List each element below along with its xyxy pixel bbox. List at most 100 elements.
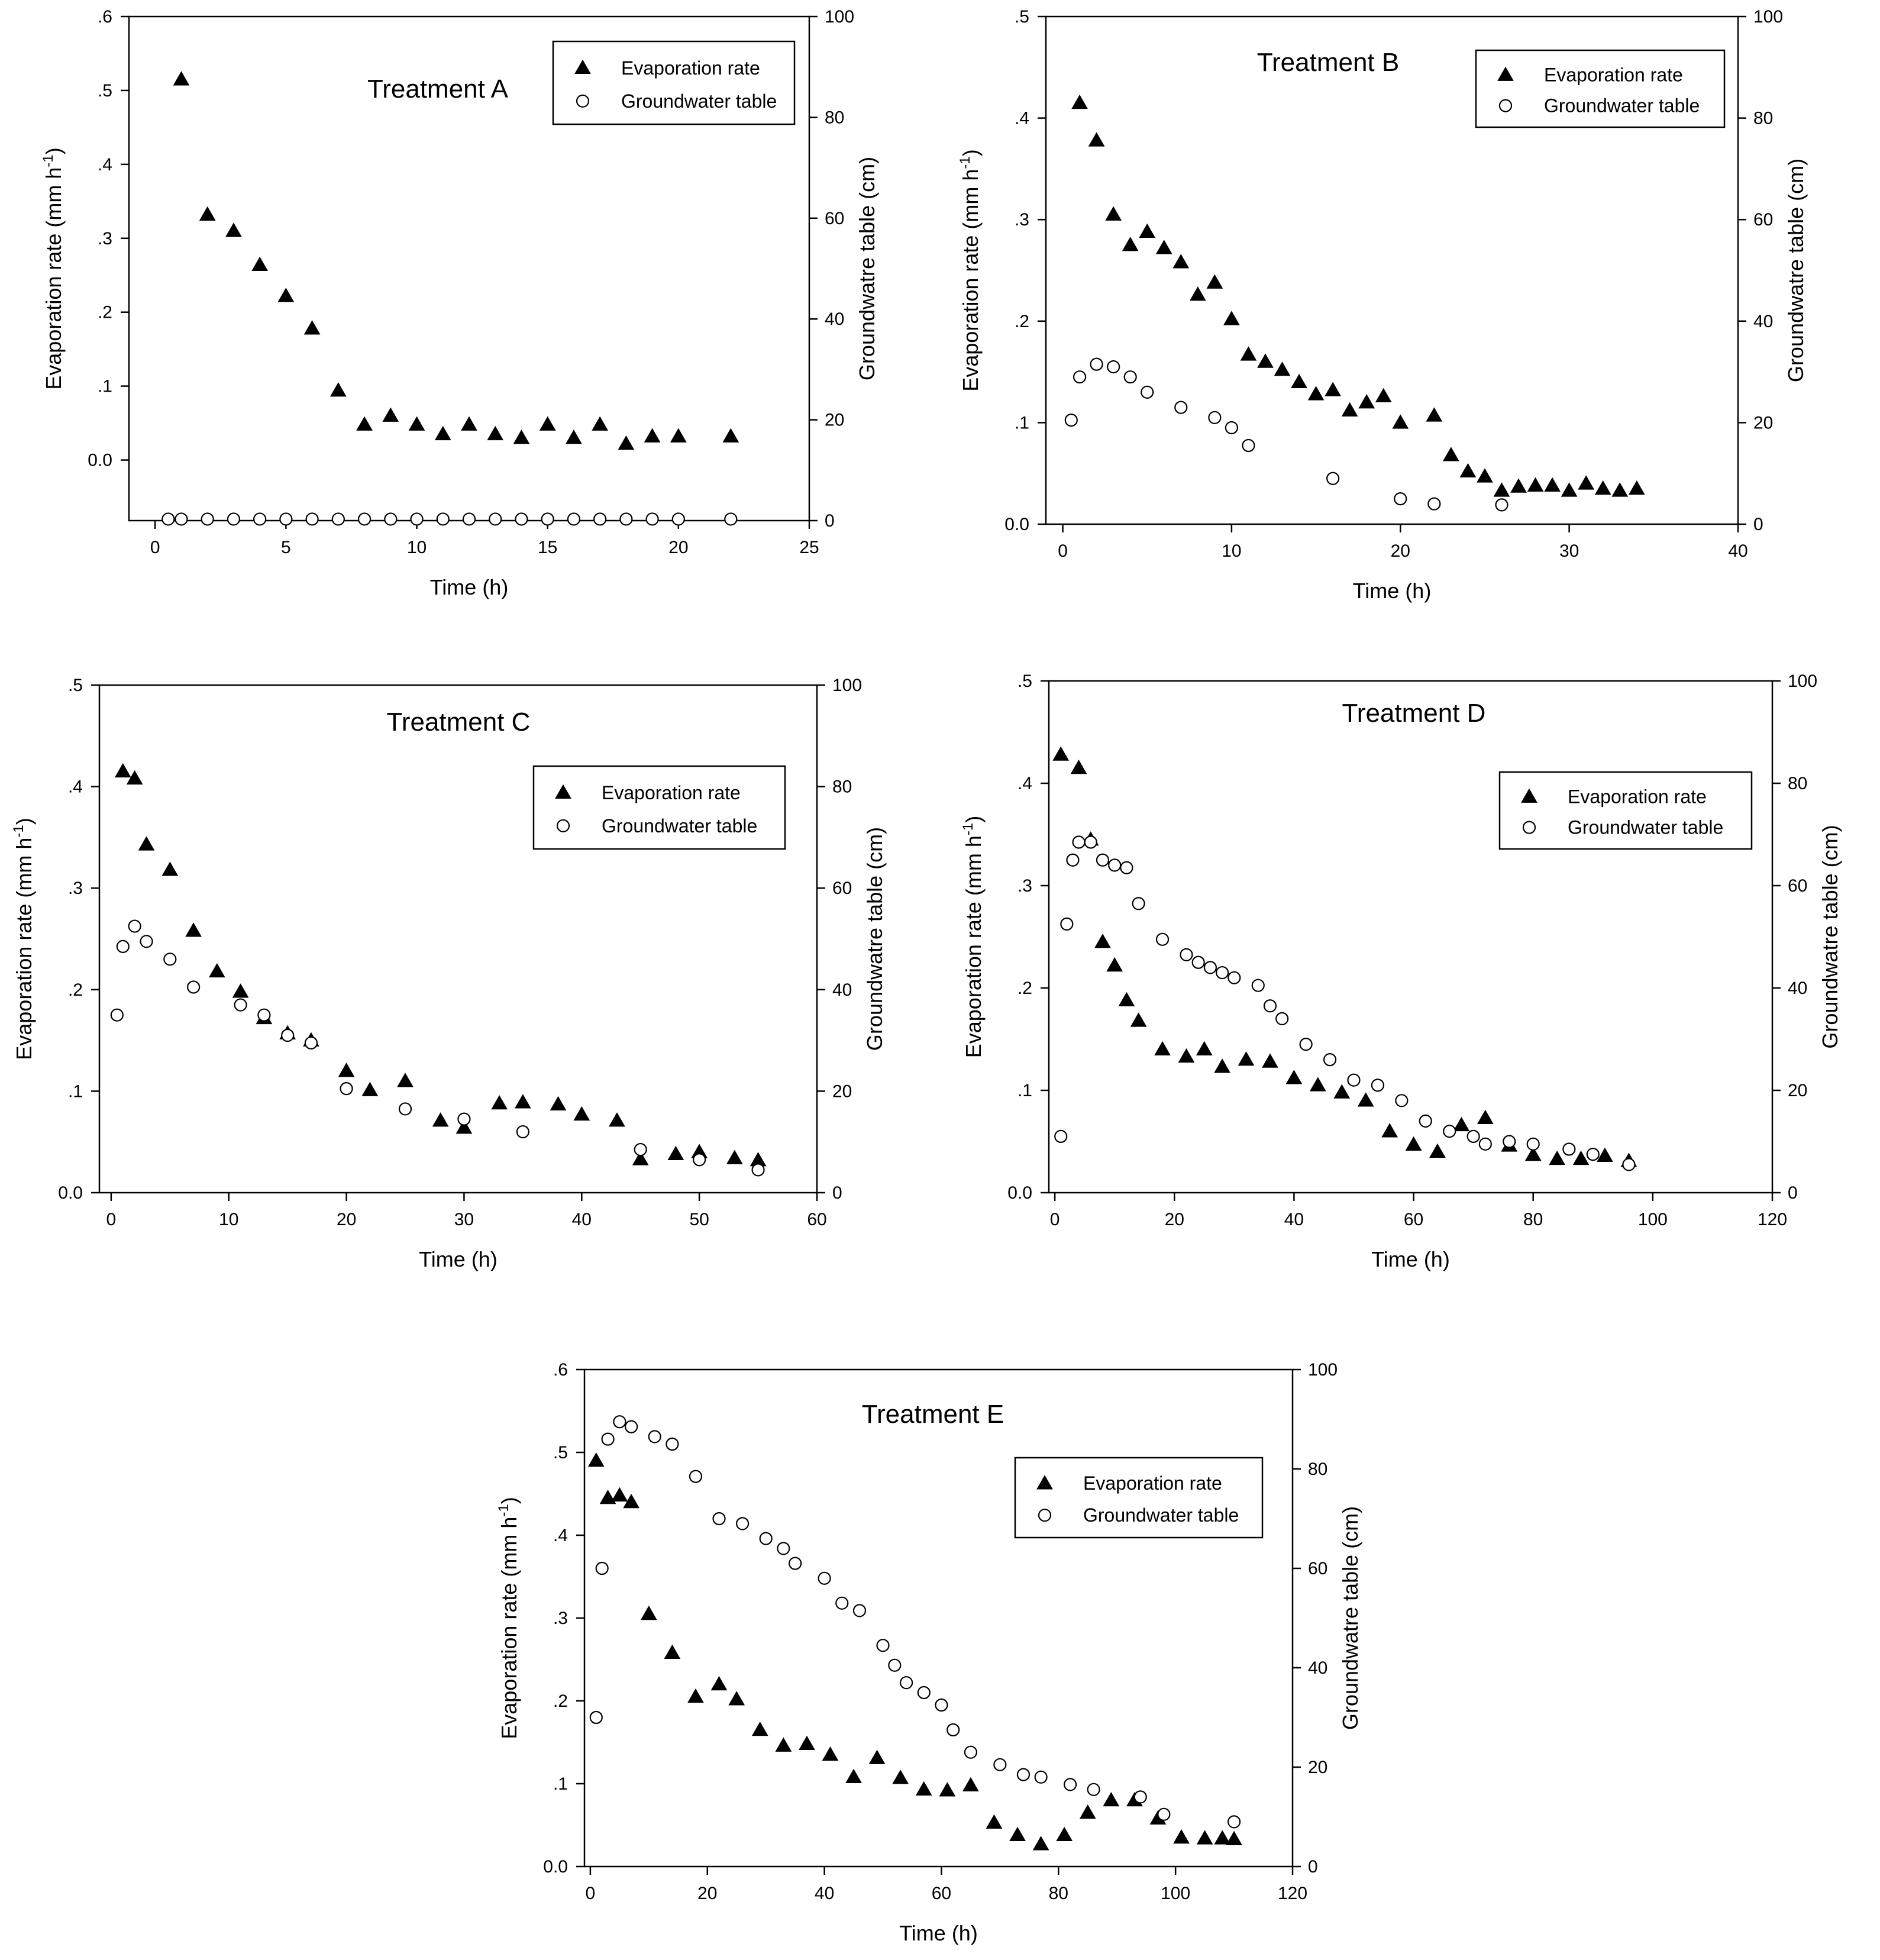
evaporation-point [1426,407,1443,422]
groundwater-point [541,512,554,526]
y2-axis-title: Groundwatre table (cm) [1338,1506,1362,1730]
x-tick-label: 20 [1391,541,1410,561]
groundwater-point [1066,853,1080,867]
y-axis-title: Evaporation rate (mm h-1) [11,818,36,1060]
evaporation-point [1477,468,1493,483]
groundwater-point [1133,1790,1147,1804]
evaporation-point [1257,353,1274,368]
evaporation-point [1155,240,1172,254]
y-axis-title-superscript: -1 [957,156,973,169]
evaporation-point [939,1782,956,1797]
x-tick-label: 30 [1559,541,1579,561]
evaporation-point [1032,1836,1049,1851]
groundwater-point [1427,497,1441,511]
groundwater-point [116,939,130,953]
y2-tick-label: 100 [1788,671,1817,691]
evaporation-point [1285,1070,1303,1084]
series-groundwater-table [589,1415,1241,1829]
y-axis-title-superscript: -1 [11,825,27,837]
evaporation-point [432,1112,449,1127]
evaporation-point [1597,1147,1613,1162]
y-axis-title-superscript: -1 [496,1504,512,1516]
x-axis-title: Time (h) [1353,579,1432,603]
groundwater-point [777,1542,790,1555]
y-axis-title-close: ) [497,1497,521,1504]
y2-tick-label: 0 [832,1183,842,1203]
evaporation-point [397,1073,414,1087]
evaporation-point [687,1688,704,1703]
x-tick-label: 0 [1058,541,1068,561]
evaporation-point [126,770,143,785]
groundwater-point [1228,971,1241,984]
evaporation-point [1524,1146,1542,1161]
groundwater-point [876,1639,890,1652]
y2-tick-label: 60 [1788,876,1807,896]
evaporation-point [199,206,216,221]
evaporation-point [670,428,687,443]
groundwater-point [1299,1038,1313,1051]
evaporation-point [1103,1791,1120,1807]
y-tick-label: .3 [1017,876,1032,896]
groundwater-point [735,1517,750,1530]
x-tick-label: 10 [407,538,427,557]
evaporation-point [173,71,190,86]
y2-tick-label: 40 [1308,1658,1327,1678]
y2-tick-label: 20 [1308,1758,1327,1777]
groundwater-point [398,1102,412,1116]
groundwater-point [1120,861,1133,874]
y-tick-label: .5 [98,81,112,101]
evaporation-point [775,1737,792,1752]
groundwater-point [227,512,241,526]
groundwater-point [751,1163,765,1177]
groundwater-point [436,512,450,526]
groundwater-point [835,1596,849,1610]
evaporation-point [1309,1077,1326,1092]
y-axis-title-close: ) [12,818,36,825]
y-tick-label: .1 [68,1081,83,1101]
x-tick-label: 40 [815,1884,834,1903]
x-tick-label: 60 [807,1210,826,1229]
evaporation-point [1240,346,1257,361]
y2-tick-label: 20 [1788,1081,1807,1100]
groundwater-point [1251,979,1265,992]
groundwater-point [1084,835,1097,849]
groundwater-point [1107,360,1120,374]
legend-box [552,40,796,125]
x-tick-label: 20 [668,538,688,557]
evaporation-point [1118,992,1135,1007]
legend: Evaporation rate Groundwater table [552,40,796,125]
evaporation-point [1206,274,1223,289]
groundwater-point [1622,1158,1636,1171]
legend-box [1014,1457,1264,1539]
groundwater-point [625,1420,638,1433]
y2-axis-title: Groundwatre table (cm) [855,157,879,380]
groundwater-point [281,1028,295,1042]
y-tick-label: .6 [98,7,112,27]
groundwater-point [1263,999,1277,1013]
evaporation-point [1214,1058,1230,1073]
evaporation-point [1009,1826,1026,1842]
evaporation-point [1196,1041,1213,1056]
evaporation-point [1071,94,1088,109]
y2-tick-label: 0 [825,511,835,531]
legend-marker-triangle [555,784,571,799]
groundwater-point [645,512,659,526]
groundwater-point [947,1723,960,1737]
groundwater-point [163,952,177,966]
y-tick-label: .1 [1017,1081,1032,1100]
evaporation-point [623,1493,640,1509]
y-axis-title: Evaporation rate (mm h-1) [957,149,983,392]
y-tick-label: .3 [68,879,83,898]
x-tick-label: 80 [1049,1884,1068,1903]
evaporation-point [611,1487,628,1502]
evaporation-point [138,836,155,851]
y-axis-title: Evaporation rate (mm h-1) [960,816,986,1058]
groundwater-point [619,512,633,526]
evaporation-point [1223,311,1240,325]
y-axis-title-close: ) [958,149,983,156]
groundwater-point [331,512,345,526]
groundwater-point [589,1710,603,1725]
y-axis-title-main: Evaporation rate (mm h [961,835,986,1058]
x-tick-label: 20 [1165,1210,1184,1229]
y2-tick-label: 80 [832,777,852,797]
